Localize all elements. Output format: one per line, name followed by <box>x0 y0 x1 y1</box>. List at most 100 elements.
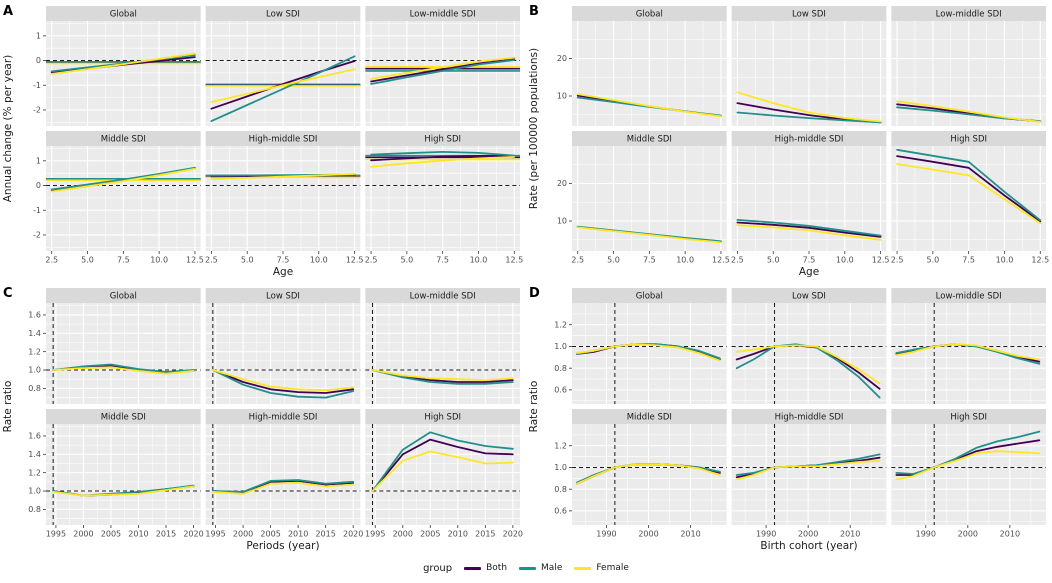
series-line-female <box>370 56 516 80</box>
series-line-female <box>735 344 881 385</box>
legend-key-both-icon <box>464 566 482 570</box>
x-tick-label: 2010 <box>288 530 308 539</box>
facet-low-middle-sdi: Low-middle SDI <box>365 6 520 126</box>
series-line-female <box>736 224 882 241</box>
series-line-female <box>50 52 196 75</box>
series-line-female <box>896 163 1042 225</box>
series-line-female <box>52 366 195 375</box>
x-axis-title: Age <box>273 266 293 278</box>
series-line-female <box>210 172 356 181</box>
y-tick-label: 0.8 <box>554 485 567 494</box>
y-tick-label: 0.8 <box>28 505 41 514</box>
panel-D-chart: D Rate ratio 1.2 1.0 0.8 0.6 Global Low SDI Low-… <box>528 286 1046 552</box>
facet-title: High-middle SDI <box>249 135 318 145</box>
panel-B: B Rate (per 100000 populations) 20 10 Global… <box>526 0 1052 281</box>
series-line-female <box>895 450 1041 481</box>
facet-title: High-middle SDI <box>775 413 844 423</box>
facet-high-middle-sdi: High-middle SDI 1995 2000 2005 2010 2015 2020 <box>205 409 363 539</box>
facet-middle-sdi: Middle SDI 1995 2000 2005 2010 2015 2020 <box>46 409 204 539</box>
x-tick-label: 2.5 <box>571 256 584 265</box>
series-line-male <box>370 59 516 85</box>
facet-strip <box>205 409 361 424</box>
x-axis-labels: 2.5 5.0 7.5 10.0 12.5 <box>891 251 1049 265</box>
facet-strip <box>891 131 1046 146</box>
x-axis-labels: 2.5 5.0 7.5 10.0 12.5 <box>571 251 730 265</box>
x-tick-label: 12.5 <box>712 256 730 265</box>
facet-strip <box>891 409 1046 424</box>
legend-title: group <box>423 562 453 574</box>
series-line-male <box>211 479 355 493</box>
x-tick-label: 2000 <box>233 530 253 539</box>
facet-title: High SDI <box>950 413 987 423</box>
series-line-female <box>211 481 355 495</box>
x-tick-label: 2020 <box>343 530 363 539</box>
series-line-female <box>895 343 1041 361</box>
x-tick-label: 10.0 <box>150 256 168 265</box>
facet-low-sdi: Low SDI <box>205 6 361 126</box>
plot-background <box>205 424 361 525</box>
panel-A-chart: A Annual change (% per year) 1 0 -1 -2 Global L… <box>2 4 523 278</box>
x-tick-label: 2005 <box>101 530 121 539</box>
x-tick-label: 10.0 <box>836 256 854 265</box>
plot-background <box>46 303 201 404</box>
series-line-male <box>371 369 514 385</box>
series-line-both <box>736 221 882 238</box>
x-axis-labels: 2.5 5.0 7.5 10.0 12.5 <box>731 251 890 265</box>
x-tick-label: 2010 <box>128 530 148 539</box>
facet-strip <box>205 131 361 146</box>
facet-strip <box>46 409 201 424</box>
legend-item-male: Male <box>519 563 562 573</box>
x-tick-label: 7.5 <box>962 256 975 265</box>
series-line-both <box>896 155 1042 223</box>
series-line-female <box>211 369 355 392</box>
facet-strip <box>731 409 887 424</box>
facet-strip <box>572 6 727 21</box>
x-tick-label: 2.5 <box>205 256 218 265</box>
facet-strip <box>205 288 361 303</box>
facet-global: Global <box>572 288 727 404</box>
x-axis-labels: 1990 2000 2010 <box>916 525 1020 539</box>
facet-title: Low-middle SDI <box>936 292 1002 302</box>
y-axis-title: Rate ratio <box>2 381 14 433</box>
series-line-female <box>576 463 721 485</box>
plot-background <box>365 424 520 525</box>
y-tick-label: 20 <box>557 54 567 63</box>
y-tick-label: -2 <box>33 231 41 240</box>
x-tick-label: 2015 <box>475 530 495 539</box>
y-tick-label: 0 <box>36 56 41 65</box>
x-tick-label: 2.5 <box>891 256 904 265</box>
facet-strip <box>891 6 1046 21</box>
y-tick-label: 20 <box>557 179 567 188</box>
legend-item-both: Both <box>464 563 507 573</box>
facet-global: Global <box>572 6 727 126</box>
x-tick-label: 7.5 <box>643 256 656 265</box>
x-tick-label: 10.0 <box>470 256 488 265</box>
facet-strip <box>572 131 727 146</box>
facet-title: Low SDI <box>266 292 300 302</box>
facet-low-middle-sdi: Low-middle SDI <box>891 6 1046 126</box>
y-axis-title: Annual change (% per year) <box>2 55 14 203</box>
y-tick-label: 1.2 <box>28 468 41 477</box>
facet-low-middle-sdi: Low-middle SDI <box>891 288 1046 404</box>
facet-strip <box>731 131 887 146</box>
x-tick-label: 1995 <box>365 530 385 539</box>
x-tick-label: 2000 <box>798 530 818 539</box>
y-tick-label: 1 <box>36 156 41 165</box>
x-axis-labels: 2.5 5.0 7.5 10.0 12.5 <box>45 251 204 265</box>
series-line-male <box>736 218 882 237</box>
facet-strip <box>365 409 520 424</box>
facet-strip <box>572 288 727 303</box>
series-line-female <box>210 68 356 103</box>
plot-background <box>891 303 1046 404</box>
x-tick-label: 2005 <box>420 530 440 539</box>
y-tick-label: 10 <box>557 92 567 101</box>
series-line-both <box>210 60 356 110</box>
facet-title: Middle SDI <box>627 135 672 145</box>
y-tick-label: 1.0 <box>554 463 567 472</box>
facet-high-middle-sdi: High-middle SDI 1990 2000 2010 <box>731 409 887 539</box>
facet-title: Global <box>110 292 137 302</box>
facet-middle-sdi: Middle SDI 1990 2000 2010 <box>572 409 727 539</box>
y-tick-label: 1.4 <box>28 329 41 338</box>
y-tick-label: 1.0 <box>554 342 567 351</box>
facet-title: Global <box>636 10 663 20</box>
